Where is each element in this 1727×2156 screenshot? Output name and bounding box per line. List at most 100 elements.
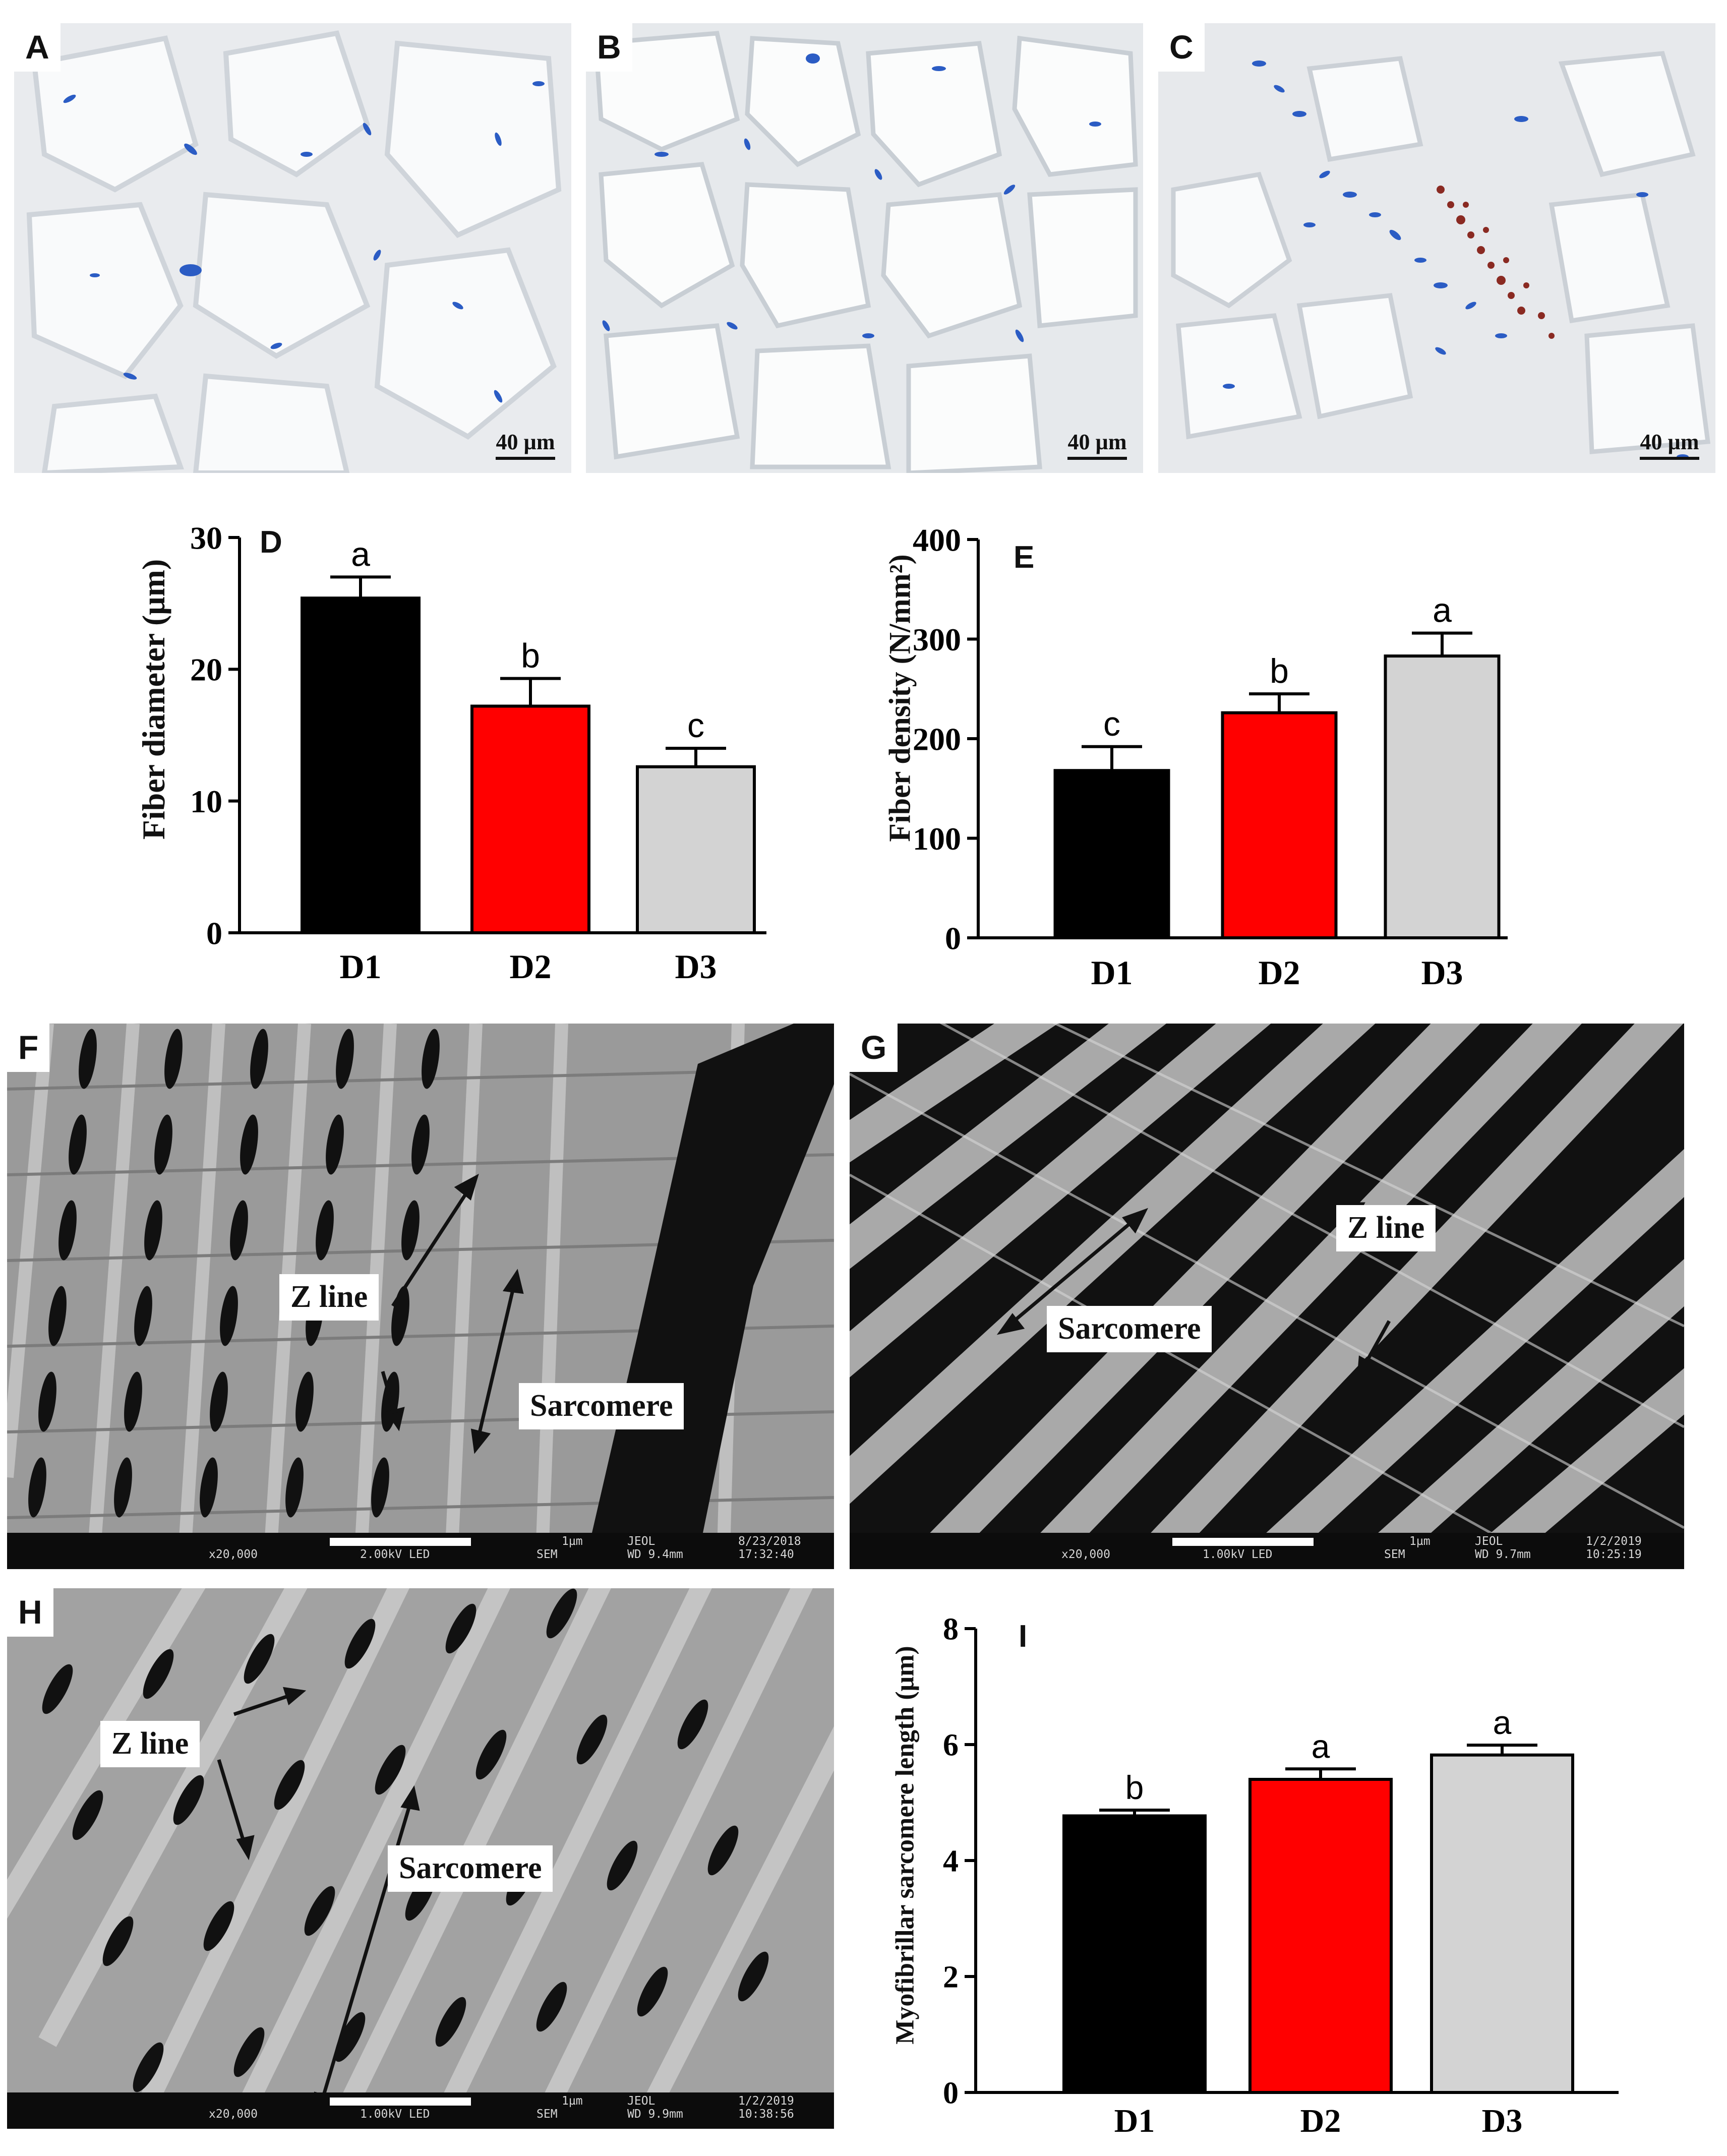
bar-e-d3	[1384, 654, 1501, 939]
histology-image-a	[14, 23, 571, 473]
chart-letter-i: I	[1019, 1619, 1028, 1654]
panel-letter-h: H	[7, 1588, 53, 1637]
y-tick-label-e-1: 100	[913, 821, 961, 857]
panel-letter-a: A	[14, 23, 61, 72]
y-tick-label-e-4: 400	[913, 522, 961, 558]
sem-mode-h: SEM	[537, 2108, 558, 2121]
sem-maker-g: JEOL	[1475, 1535, 1503, 1548]
sem-scalebar-f	[330, 1538, 471, 1546]
z-line-label-g: Z line	[1336, 1205, 1436, 1251]
x-tick-label-e-0: D1	[1091, 953, 1133, 992]
panel-letter-g: G	[850, 1024, 898, 1072]
sem-footer-g: x20,000 1.00kV LED 1µm JEOL SEM WD 9.7mm…	[850, 1533, 1684, 1569]
sem-kv-f: 2.00kV LED	[360, 1548, 430, 1561]
y-tick-label-i-4: 8	[943, 1612, 959, 1647]
scale-line-c	[1640, 457, 1699, 460]
y-tick-label-e-3: 300	[913, 622, 961, 657]
scale-bar-a: 40 µm	[496, 429, 555, 460]
histology-panel-c: C 40 µm	[1158, 23, 1715, 473]
sem-date-f: 8/23/2018	[738, 1535, 801, 1548]
sem-panel-g: G Z line Sarcomere x20,000 1.00kV LED 1µ…	[850, 1024, 1684, 1569]
bar-i-d3	[1430, 1753, 1574, 2094]
sem-kv-h: 1.00kV LED	[360, 2108, 430, 2121]
x-tick-label-d-0: D1	[339, 947, 381, 986]
y-tick-label-i-3: 6	[943, 1728, 959, 1763]
bar-e-d2	[1221, 711, 1338, 939]
scale-label-b: 40 µm	[1067, 430, 1127, 454]
significance-letter-i-0: b	[1125, 1769, 1144, 1806]
sem-image-g	[850, 1024, 1684, 1569]
sem-panel-h: H Z line Sarcomere x20,000 1.00kV LED 1µ…	[7, 1588, 834, 2129]
sem-wd-h: WD 9.9mm	[627, 2108, 683, 2121]
bar-d-d1	[301, 596, 421, 935]
bar-d-d3	[636, 765, 756, 934]
y-tick-label-i-0: 0	[943, 2076, 959, 2111]
y-tick-label-d-0: 0	[206, 915, 222, 951]
chart-svg-d: 0 10 20 30 a D1 b D2 c D3	[190, 520, 766, 986]
histology-panel-b: B 40 µm	[586, 23, 1143, 473]
z-line-label-f: Z line	[279, 1274, 379, 1321]
scale-label-c: 40 µm	[1640, 430, 1699, 454]
sem-time-f: 17:32:40	[738, 1548, 794, 1561]
chart-letter-d: D	[260, 525, 282, 560]
x-tick-label-i-2: D3	[1482, 2103, 1523, 2139]
sem-panel-f: F Z line Sarcomere x20,000 2.00kV LED 1µ…	[7, 1024, 834, 1569]
chart-panel-e: E Fiber density (N/mm²) 0 100 200 300 400 c D1…	[867, 509, 1583, 993]
y-tick-label-d-3: 30	[190, 520, 222, 556]
y-tick-label-i-1: 2	[943, 1960, 959, 1995]
y-tick-label-i-2: 4	[943, 1844, 959, 1879]
sem-footer-h: x20,000 1.00kV LED 1µm JEOL SEM WD 9.9mm…	[7, 2092, 834, 2129]
significance-letter-i-2: a	[1493, 1704, 1512, 1741]
y-tick-label-e-2: 200	[913, 721, 961, 757]
x-tick-label-e-1: D2	[1258, 953, 1300, 992]
sem-wd-g: WD 9.7mm	[1475, 1548, 1531, 1561]
sem-footer-f: x20,000 2.00kV LED 1µm JEOL SEM WD 9.4mm…	[7, 1533, 834, 1569]
y-tick-label-d-2: 20	[190, 652, 222, 688]
panel-letter-f: F	[7, 1024, 50, 1072]
chart-panel-d: D Fiber diameter (μm) 0 10 20 30 a D1 b D2 c D3	[126, 509, 842, 993]
x-tick-label-d-2: D3	[675, 947, 717, 986]
sem-time-h: 10:38:56	[738, 2108, 794, 2121]
significance-letter-i-1: a	[1312, 1727, 1330, 1765]
sem-maker-f: JEOL	[627, 1535, 656, 1548]
scale-line-a	[496, 457, 555, 460]
sem-kv-g: 1.00kV LED	[1203, 1548, 1273, 1561]
sem-mode-f: SEM	[537, 1548, 558, 1561]
y-tick-label-d-1: 10	[190, 784, 222, 819]
sarcomere-label-f: Sarcomere	[519, 1383, 684, 1429]
sem-scalebar-g	[1172, 1538, 1314, 1546]
x-tick-label-i-1: D2	[1300, 2103, 1341, 2139]
z-line-label-h: Z line	[100, 1721, 200, 1767]
scale-label-a: 40 µm	[496, 430, 555, 454]
sem-scale-label-f: 1µm	[562, 1535, 583, 1548]
y-tick-label-e-0: 0	[945, 920, 961, 956]
histology-panel-a: A 40 µm	[14, 23, 571, 473]
sem-date-h: 1/2/2019	[738, 2094, 794, 2108]
histology-image-b	[586, 23, 1143, 473]
sem-mag-f: x20,000	[209, 1548, 258, 1561]
sem-maker-h: JEOL	[627, 2094, 656, 2108]
scale-bar-c: 40 µm	[1640, 429, 1699, 460]
bar-i-d1	[1062, 1814, 1207, 2094]
sem-time-g: 10:25:19	[1586, 1548, 1642, 1561]
significance-letter-e-1: b	[1270, 652, 1289, 690]
scale-bar-b: 40 µm	[1067, 429, 1127, 460]
significance-letter-e-0: c	[1103, 705, 1120, 743]
x-tick-label-e-2: D3	[1421, 953, 1463, 992]
sarcomere-label-h: Sarcomere	[388, 1845, 553, 1892]
significance-letter-d-1: b	[521, 637, 540, 675]
sem-wd-f: WD 9.4mm	[627, 1548, 683, 1561]
chart-svg-i: 0 2 4 6 8 b D1 a D2 a D3	[943, 1612, 1619, 2139]
sem-mode-g: SEM	[1384, 1548, 1405, 1561]
significance-letter-e-2: a	[1433, 591, 1452, 630]
significance-letter-d-0: a	[351, 535, 370, 573]
x-tick-label-i-0: D1	[1114, 2103, 1155, 2139]
bar-d-d2	[470, 704, 590, 934]
sem-scale-label-g: 1µm	[1409, 1535, 1431, 1548]
sem-image-f	[7, 1024, 834, 1569]
chart-svg-e: 0 100 200 300 400 c D1 b D2 a D3	[913, 522, 1508, 992]
panel-letter-c: C	[1158, 23, 1205, 72]
scale-line-b	[1067, 457, 1127, 460]
sem-mag-h: x20,000	[209, 2108, 258, 2121]
